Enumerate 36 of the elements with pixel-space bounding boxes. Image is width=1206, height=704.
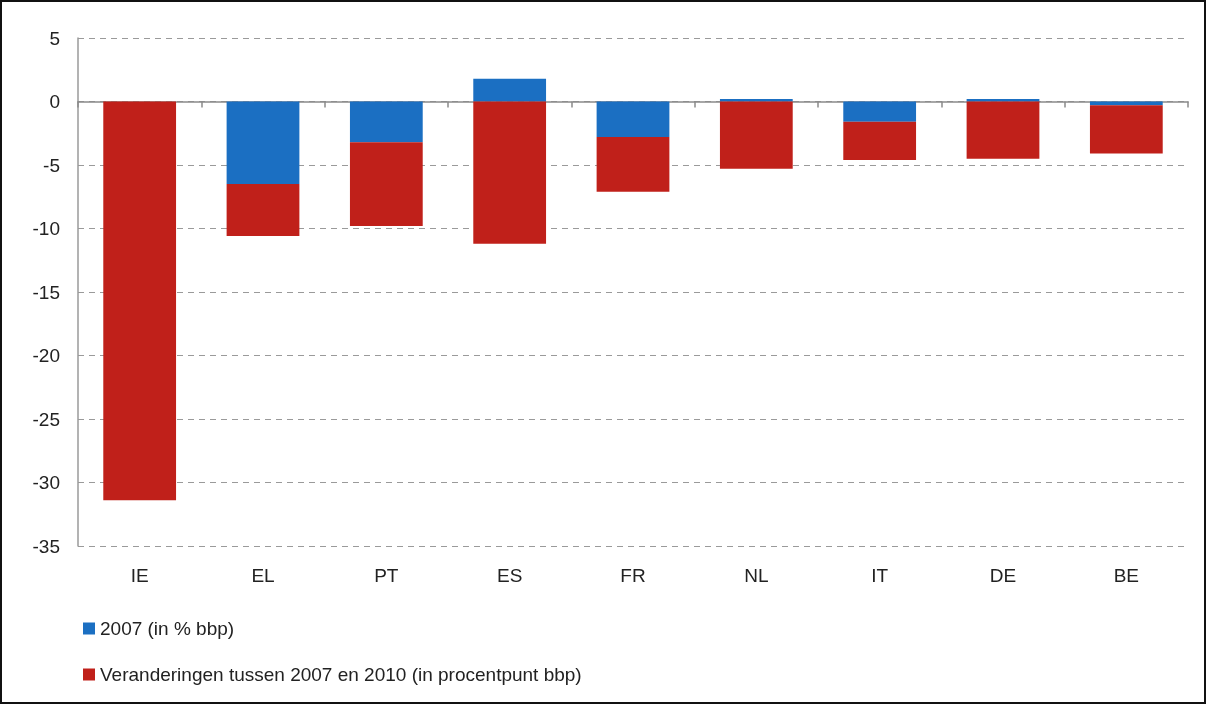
y-tick-label: -10	[32, 218, 60, 239]
bar	[719, 98, 793, 102]
bar	[843, 121, 917, 160]
bar	[596, 101, 670, 138]
x-tick-label: FR	[620, 565, 646, 586]
y-tick-label: -5	[43, 154, 60, 176]
legend-label: 2007 (in % bbp)	[100, 618, 235, 639]
bar	[966, 98, 1040, 102]
y-tick-label: -15	[32, 281, 60, 303]
bar	[226, 101, 300, 185]
bar	[349, 142, 423, 226]
y-tick-label: -35	[32, 535, 60, 557]
bar	[473, 101, 547, 244]
bar	[473, 78, 547, 102]
bar	[719, 101, 793, 169]
x-tick-label: IT	[871, 565, 889, 586]
y-tick-label: -30	[32, 472, 60, 493]
bar	[349, 101, 423, 143]
y-tick-label: 0	[49, 91, 60, 112]
bar	[596, 137, 670, 192]
y-tick-label: -25	[32, 408, 60, 430]
y-tick-label: -20	[32, 345, 60, 366]
y-tick-label: 5	[49, 27, 60, 49]
x-tick-label: DE	[989, 565, 1017, 586]
x-tick-label: ES	[496, 565, 523, 586]
bar	[226, 184, 300, 237]
legend-label: Veranderingen tussen 2007 en 2010 (in procentpunt bbp)	[100, 664, 582, 685]
bar	[1089, 105, 1163, 154]
x-tick-label: BE	[1113, 565, 1140, 586]
x-tick-label: IE	[130, 565, 149, 586]
x-tick-label: PT	[374, 565, 399, 586]
x-tick-label: EL	[251, 565, 275, 586]
bar	[966, 101, 1040, 159]
bar	[843, 101, 917, 122]
x-tick-label: NL	[744, 565, 769, 586]
bar	[103, 101, 177, 501]
